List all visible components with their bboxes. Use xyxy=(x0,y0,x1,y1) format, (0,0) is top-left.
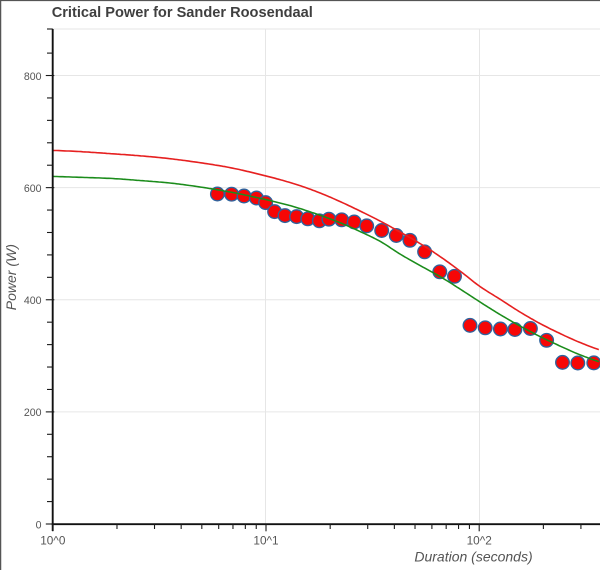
svg-text:10^2: 10^2 xyxy=(467,534,492,548)
svg-text:10^0: 10^0 xyxy=(40,534,66,548)
svg-text:Power (W): Power (W) xyxy=(3,244,19,310)
svg-text:400: 400 xyxy=(24,295,42,307)
svg-text:600: 600 xyxy=(24,183,42,195)
svg-text:0: 0 xyxy=(36,519,42,531)
svg-text:200: 200 xyxy=(24,407,42,419)
svg-text:Critical Power for Sander Roos: Critical Power for Sander Roosendaal xyxy=(52,5,313,21)
svg-text:Duration (seconds): Duration (seconds) xyxy=(414,549,532,565)
svg-text:800: 800 xyxy=(24,71,42,83)
svg-text:10^1: 10^1 xyxy=(253,534,278,548)
